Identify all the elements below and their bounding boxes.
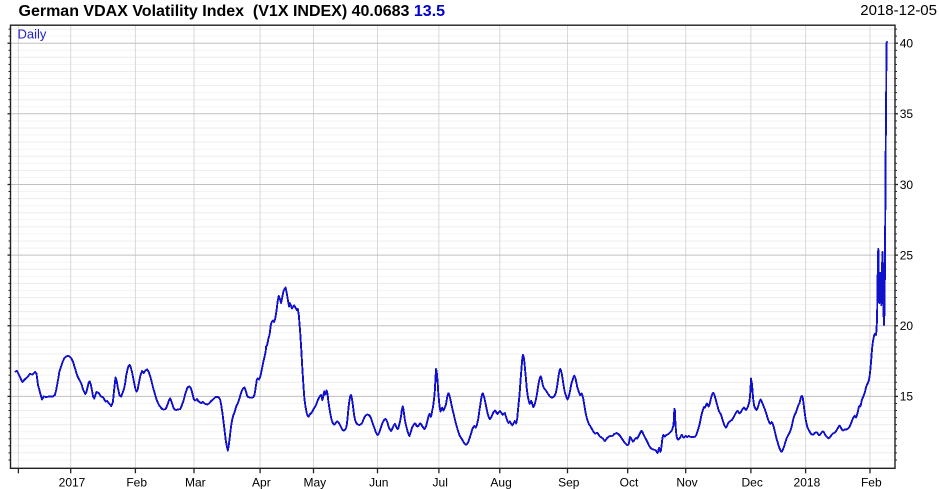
svg-text:25: 25 [900,248,914,262]
svg-text:Aug: Aug [490,475,511,489]
svg-text:Jun: Jun [369,475,388,489]
svg-text:35: 35 [900,107,914,121]
svg-text:Mar: Mar [185,475,206,489]
svg-text:Jul: Jul [433,475,448,489]
svg-text:Daily: Daily [18,26,47,41]
svg-text:Dec: Dec [742,475,763,489]
svg-text:30: 30 [900,178,914,192]
svg-text:Sep: Sep [558,475,580,489]
svg-text:2017: 2017 [59,475,86,489]
svg-text:Nov: Nov [676,475,697,489]
svg-text:Oct: Oct [620,475,639,489]
svg-text:15: 15 [900,390,914,404]
svg-text:40: 40 [900,37,914,51]
svg-text:20: 20 [900,319,914,333]
svg-text:Feb: Feb [861,475,882,489]
svg-text:Apr: Apr [252,475,271,489]
svg-text:May: May [303,475,326,489]
svg-text:2018: 2018 [794,475,821,489]
svg-text:Feb: Feb [126,475,147,489]
